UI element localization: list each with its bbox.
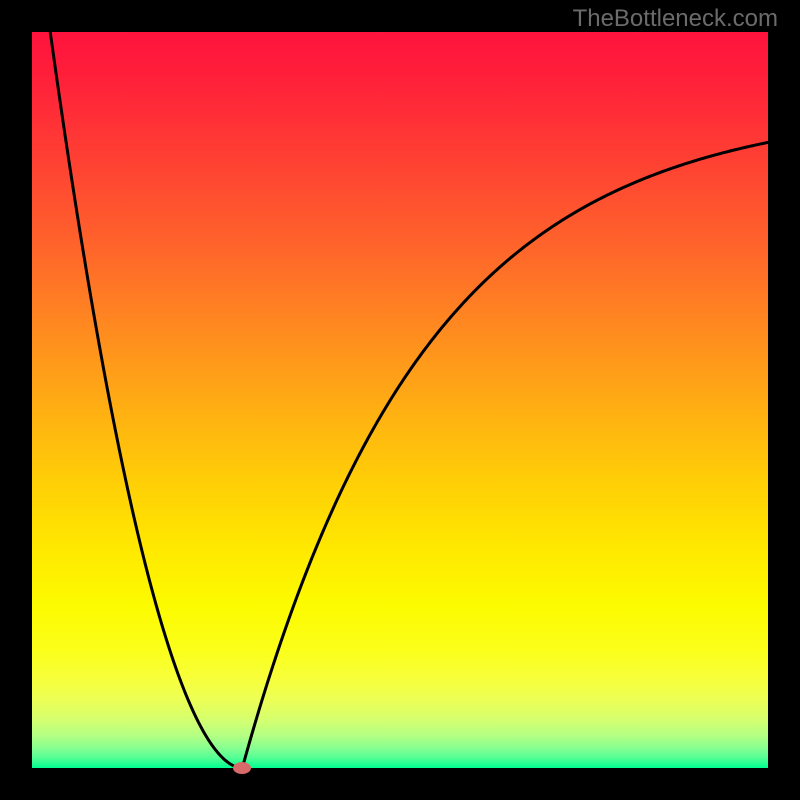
bottleneck-curve [32,32,768,768]
minimum-marker [233,762,251,774]
watermark-text: TheBottleneck.com [573,5,778,33]
plot-area [32,32,768,768]
chart-frame: TheBottleneck.com [0,0,800,800]
